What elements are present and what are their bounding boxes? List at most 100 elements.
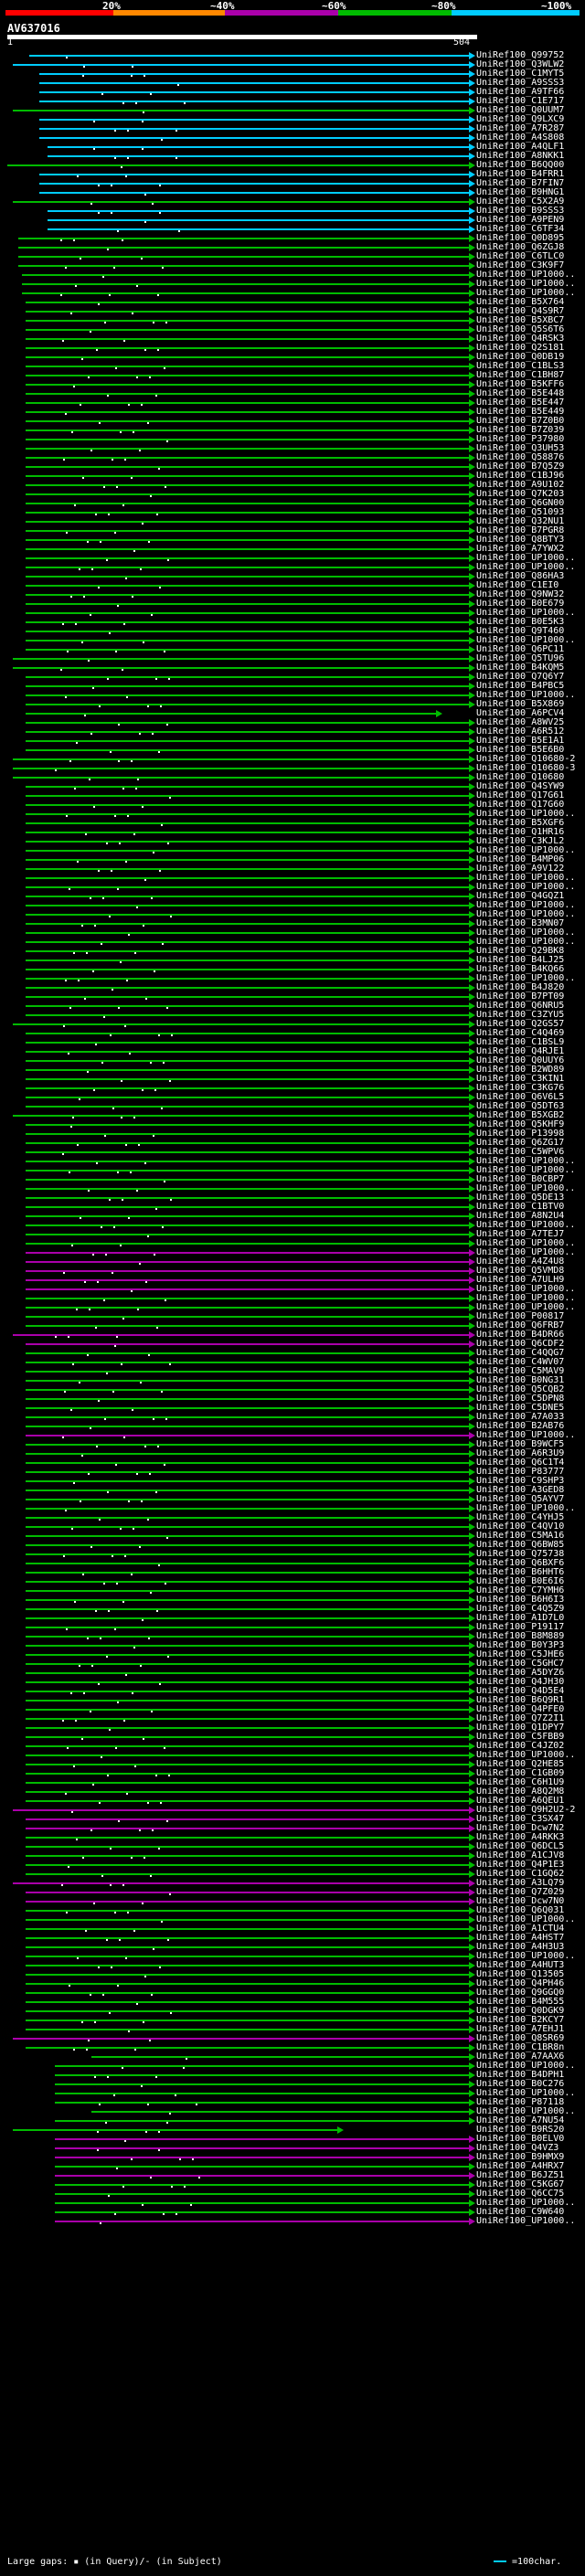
- hit-label-link[interactable]: UniRef100_C4JZ02: [476, 1741, 565, 1751]
- hit-label-link[interactable]: UniRef100_C1BSL9: [476, 1037, 565, 1047]
- hit-row[interactable]: UniRef100_Q8BTY3: [0, 535, 585, 545]
- hit-label-link[interactable]: UniRef100_UP1000..: [476, 608, 576, 618]
- hit-row[interactable]: UniRef100_C5MA16: [0, 1531, 585, 1541]
- hit-label-link[interactable]: UniRef100_UP1000..: [476, 1503, 576, 1513]
- hit-row[interactable]: UniRef100_UP1000..: [0, 882, 585, 892]
- hit-label-link[interactable]: UniRef100_A7EHJ1: [476, 2024, 565, 2034]
- hit-label-link[interactable]: UniRef100_B9WCF5: [476, 1439, 565, 1449]
- hit-label-link[interactable]: UniRef100_Q6BXF6: [476, 1558, 565, 1568]
- hit-label-link[interactable]: UniRef100_B2KCY7: [476, 2015, 565, 2025]
- hit-label-link[interactable]: UniRef100_C5DNE5: [476, 1403, 565, 1413]
- hit-label-link[interactable]: UniRef100_C4QQG7: [476, 1348, 565, 1358]
- hit-row[interactable]: UniRef100_C5X2A9: [0, 196, 585, 207]
- hit-row[interactable]: UniRef100_C4JZ02: [0, 1741, 585, 1751]
- hit-label-link[interactable]: UniRef100_Q5AYV7: [476, 1494, 565, 1504]
- hit-row[interactable]: UniRef100_UP1000..: [0, 562, 585, 572]
- hit-label-link[interactable]: UniRef100_B4LJ25: [476, 955, 565, 965]
- hit-label-link[interactable]: UniRef100_A7R287: [476, 123, 565, 133]
- hit-label-link[interactable]: UniRef100_B9SSS3: [476, 206, 565, 216]
- hit-row[interactable]: UniRef100_UP1000..: [0, 1220, 585, 1230]
- hit-row[interactable]: UniRef100_B5X869: [0, 699, 585, 709]
- hit-label-link[interactable]: UniRef100_B4MP06: [476, 854, 565, 864]
- hit-row[interactable]: UniRef100_B7PGR8: [0, 525, 585, 535]
- hit-label-link[interactable]: UniRef100_Q75738: [476, 1549, 565, 1559]
- hit-label-link[interactable]: UniRef100_A1D7L0: [476, 1613, 565, 1623]
- hit-row[interactable]: UniRef100_C1GQ62: [0, 1869, 585, 1879]
- hit-row[interactable]: UniRef100_C1BLS3: [0, 361, 585, 371]
- hit-row[interactable]: UniRef100_C7YMH6: [0, 1585, 585, 1595]
- hit-row[interactable]: UniRef100_A7R287: [0, 123, 585, 133]
- hit-label-link[interactable]: UniRef100_B5E447: [476, 398, 565, 408]
- hit-row[interactable]: UniRef100_B0ELV0: [0, 2134, 585, 2144]
- hit-label-link[interactable]: UniRef100_B5X869: [476, 699, 565, 709]
- hit-row[interactable]: UniRef100_C4Q469: [0, 1028, 585, 1038]
- hit-row[interactable]: UniRef100_Q3WLW2: [0, 59, 585, 69]
- hit-row[interactable]: UniRef100_B5E1A1: [0, 736, 585, 746]
- hit-row[interactable]: UniRef100_B6JZ51: [0, 2170, 585, 2180]
- hit-label-link[interactable]: UniRef100_Q32NU1: [476, 516, 565, 526]
- hit-row[interactable]: UniRef100_C4YHJ5: [0, 1512, 585, 1522]
- hit-label-link[interactable]: UniRef100_B4FRR1: [476, 169, 565, 179]
- hit-row[interactable]: UniRef100_C4QV10: [0, 1521, 585, 1532]
- hit-label-link[interactable]: UniRef100_Q5KHF9: [476, 1119, 565, 1129]
- hit-label-link[interactable]: UniRef100_A7A033: [476, 1412, 565, 1422]
- hit-row[interactable]: UniRef100_UP1000..: [0, 270, 585, 280]
- hit-row[interactable]: UniRef100_Q6CDF2: [0, 1339, 585, 1349]
- hit-label-link[interactable]: UniRef100_A5DYZ6: [476, 1668, 565, 1678]
- hit-label-link[interactable]: UniRef100_Q2GS57: [476, 1019, 565, 1029]
- hit-label-link[interactable]: UniRef100_Q6CDF2: [476, 1339, 565, 1349]
- hit-label-link[interactable]: UniRef100_A4RKK3: [476, 1832, 565, 1842]
- hit-row[interactable]: UniRef100_UP1000..: [0, 553, 585, 563]
- hit-row[interactable]: UniRef100_Q6PC11: [0, 644, 585, 654]
- hit-label-link[interactable]: UniRef100_B5XGB2: [476, 1110, 565, 1120]
- hit-row[interactable]: UniRef100_Q10680-3: [0, 763, 585, 773]
- hit-row[interactable]: UniRef100_Q2HE85: [0, 1759, 585, 1769]
- hit-label-link[interactable]: UniRef100_UP1000..: [476, 2061, 576, 2071]
- hit-label-link[interactable]: UniRef100_Q4VZ3: [476, 2143, 559, 2153]
- hit-label-link[interactable]: UniRef100_Q9GGQ0: [476, 1988, 565, 1998]
- hit-row[interactable]: UniRef100_C5KG67: [0, 2179, 585, 2189]
- hit-label-link[interactable]: UniRef100_Q4GQZ1: [476, 891, 565, 901]
- hit-label-link[interactable]: UniRef100_Q6ZGJ8: [476, 242, 565, 252]
- hit-row[interactable]: UniRef100_C5DNE5: [0, 1403, 585, 1413]
- hit-row[interactable]: UniRef100_C5WPV6: [0, 1147, 585, 1157]
- hit-row[interactable]: UniRef100_Q7K203: [0, 489, 585, 499]
- hit-row[interactable]: UniRef100_Dcw7N2: [0, 1823, 585, 1833]
- hit-row[interactable]: UniRef100_B7Z039: [0, 425, 585, 435]
- hit-label-link[interactable]: UniRef100_B0NG31: [476, 1375, 565, 1385]
- hit-label-link[interactable]: UniRef100_B7Z0B0: [476, 416, 565, 426]
- hit-label-link[interactable]: UniRef100_A7AAX6: [476, 2051, 565, 2062]
- hit-row[interactable]: UniRef100_Q0UUY6: [0, 1055, 585, 1065]
- hit-label-link[interactable]: UniRef100_Q0UUM7: [476, 105, 565, 115]
- hit-row[interactable]: UniRef100_Q4P1E3: [0, 1860, 585, 1870]
- hit-row[interactable]: UniRef100_B9SSS3: [0, 206, 585, 216]
- hit-label-link[interactable]: UniRef100_Q4RSK3: [476, 334, 565, 344]
- hit-row[interactable]: UniRef100_B6H6I3: [0, 1595, 585, 1605]
- hit-row[interactable]: UniRef100_C1BJ96: [0, 471, 585, 481]
- hit-row[interactable]: UniRef100_B0E6I6: [0, 1576, 585, 1586]
- hit-label-link[interactable]: UniRef100_B2AB76: [476, 1421, 565, 1431]
- hit-label-link[interactable]: UniRef100_B7Q5Z9: [476, 461, 565, 472]
- hit-label-link[interactable]: UniRef100_Q86HA3: [476, 571, 565, 581]
- hit-row[interactable]: UniRef100_Q5VMD8: [0, 1266, 585, 1276]
- hit-row[interactable]: UniRef100_B5XGB2: [0, 1110, 585, 1120]
- hit-row[interactable]: UniRef100_B0E5K3: [0, 617, 585, 627]
- hit-row[interactable]: UniRef100_Q7Q6Y7: [0, 672, 585, 682]
- hit-row[interactable]: UniRef100_C1BR8n: [0, 2042, 585, 2052]
- hit-label-link[interactable]: UniRef100_C5GHC7: [476, 1659, 565, 1669]
- hit-label-link[interactable]: UniRef100_C4WV07: [476, 1357, 565, 1367]
- hit-row[interactable]: UniRef100_UP1000..: [0, 1156, 585, 1166]
- hit-row[interactable]: UniRef100_Q9GGQ0: [0, 1988, 585, 1998]
- hit-label-link[interactable]: UniRef100_C5MAV9: [476, 1366, 565, 1376]
- hit-row[interactable]: UniRef100_B4PBC5: [0, 681, 585, 691]
- hit-label-link[interactable]: UniRef100_UP1000..: [476, 1165, 576, 1175]
- hit-row[interactable]: UniRef100_Q4D5E4: [0, 1686, 585, 1696]
- hit-row[interactable]: UniRef100_Q6V6L5: [0, 1092, 585, 1102]
- hit-label-link[interactable]: UniRef100_Q3UH53: [476, 443, 565, 453]
- hit-label-link[interactable]: UniRef100_B2WD89: [476, 1065, 565, 1075]
- hit-row[interactable]: UniRef100_B4M555: [0, 1997, 585, 2007]
- hit-label-link[interactable]: UniRef100_C4QV10: [476, 1521, 565, 1532]
- hit-label-link[interactable]: UniRef100_UP1000..: [476, 279, 576, 289]
- hit-row[interactable]: UniRef100_UP1000..: [0, 909, 585, 919]
- hit-label-link[interactable]: UniRef100_B0E6I6: [476, 1576, 565, 1586]
